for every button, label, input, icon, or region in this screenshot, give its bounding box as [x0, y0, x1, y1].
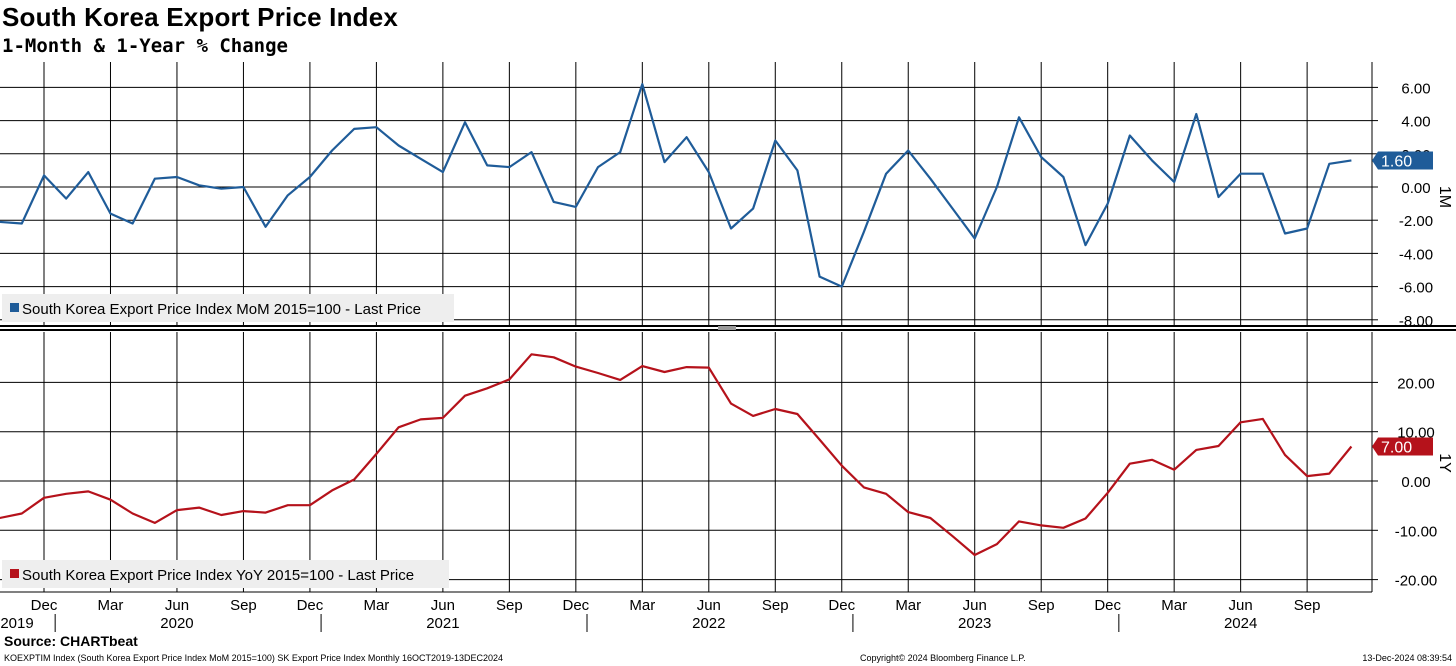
x-month-label: Sep [230, 597, 257, 614]
y-tick-label: 6.00 [1401, 80, 1430, 97]
y-tick-label: -20.00 [1395, 573, 1438, 590]
y-tick-label: 4.00 [1401, 114, 1430, 131]
x-year-label: 2019 [0, 615, 33, 632]
x-month-label: Sep [1028, 597, 1055, 614]
x-month-label: Jun [1229, 597, 1253, 614]
footer-timestamp: 13-Dec-2024 08:39:54 [1362, 653, 1452, 663]
y-tick-label: 20.00 [1397, 375, 1435, 392]
y-tick-label: -10.00 [1395, 523, 1438, 540]
mom-panel: 6.004.002.000.00-2.00-4.00-6.00-8.001.60… [0, 62, 1453, 330]
y-tick-label: 0.00 [1401, 180, 1430, 197]
mom-legend-box [2, 294, 454, 322]
yoy-last-value-label: 7.00 [1381, 439, 1412, 456]
x-month-label: Mar [629, 597, 655, 614]
chart-subtitle: 1-Month & 1-Year % Change [2, 35, 288, 57]
mom-axis-label: 1M [1436, 186, 1453, 208]
mom-last-value-label: 1.60 [1381, 153, 1412, 170]
x-month-label: Mar [98, 597, 124, 614]
y-tick-label: 10.00 [1397, 425, 1435, 442]
x-year-label: 2022 [692, 615, 725, 632]
mom-legend-swatch [10, 303, 19, 312]
x-year-label: 2023 [958, 615, 991, 632]
x-month-label: Jun [963, 597, 987, 614]
y-tick-label: -8.00 [1399, 313, 1433, 330]
y-tick-label: -4.00 [1399, 246, 1433, 263]
yoy-series-line [0, 353, 1353, 557]
x-year-label: 2020 [160, 615, 193, 632]
footer-index-info: KOEXPTIM Index (South Korea Export Price… [4, 653, 503, 663]
x-month-label: Dec [562, 597, 589, 614]
x-month-label: Mar [895, 597, 921, 614]
x-month-label: Sep [496, 597, 523, 614]
yoy-legend-box [2, 560, 449, 588]
mom-series-line [0, 82, 1352, 288]
x-year-label: 2024 [1224, 615, 1257, 632]
x-month-label: Dec [1094, 597, 1121, 614]
mom-legend-label: South Korea Export Price Index MoM 2015=… [22, 301, 421, 318]
x-year-label: 2021 [426, 615, 459, 632]
x-month-label: Jun [697, 597, 721, 614]
footer-copyright: Copyright© 2024 Bloomberg Finance L.P. [860, 653, 1026, 663]
panel-divider-handle [718, 326, 736, 330]
mom-last-value-tag [1372, 151, 1433, 170]
x-month-label: Sep [762, 597, 789, 614]
yoy-panel: 20.00 10.00 0.00 -10.00 -20.00 7.00 1Y South Ko… [0, 332, 1453, 592]
yoy-axis-label: 1Y [1436, 453, 1453, 473]
x-month-label: Mar [363, 597, 389, 614]
chart-title: South Korea Export Price Index [2, 2, 399, 32]
x-month-label: Dec [297, 597, 324, 614]
y-tick-label: -2.00 [1399, 213, 1433, 230]
x-month-label: Mar [1161, 597, 1187, 614]
yoy-legend-swatch [10, 569, 19, 578]
y-tick-label: -6.00 [1399, 280, 1433, 297]
x-month-label: Jun [165, 597, 189, 614]
x-month-label: Dec [31, 597, 58, 614]
source-note: Source: CHARTbeat [4, 633, 138, 649]
yoy-legend-label: South Korea Export Price Index YoY 2015=… [22, 567, 414, 584]
x-month-label: Sep [1294, 597, 1321, 614]
y-tick-label: 0.00 [1401, 474, 1430, 491]
x-month-label: Dec [828, 597, 855, 614]
yoy-last-value-tag [1372, 437, 1433, 456]
x-month-label: Jun [431, 597, 455, 614]
